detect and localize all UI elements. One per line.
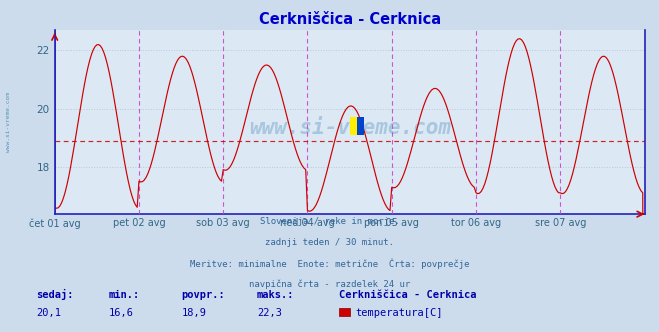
Text: zadnji teden / 30 minut.: zadnji teden / 30 minut.	[265, 238, 394, 247]
Title: Cerkniščica - Cerknica: Cerkniščica - Cerknica	[258, 12, 441, 27]
Text: Meritve: minimalne  Enote: metrične  Črta: povprečje: Meritve: minimalne Enote: metrične Črta:…	[190, 259, 469, 269]
Text: 18,9: 18,9	[181, 308, 206, 318]
Text: navpična črta - razdelek 24 ur: navpična črta - razdelek 24 ur	[249, 279, 410, 289]
Text: 20,1: 20,1	[36, 308, 61, 318]
Text: 16,6: 16,6	[109, 308, 134, 318]
Text: maks.:: maks.:	[257, 290, 295, 300]
Text: min.:: min.:	[109, 290, 140, 300]
Text: Slovenija / reke in morje.: Slovenija / reke in morje.	[260, 217, 399, 226]
Text: povpr.:: povpr.:	[181, 290, 225, 300]
Text: www.si-vreme.com: www.si-vreme.com	[248, 118, 451, 137]
Text: 22,3: 22,3	[257, 308, 282, 318]
Text: www.si-vreme.com: www.si-vreme.com	[6, 92, 11, 152]
Text: Cerkniščica - Cerknica: Cerkniščica - Cerknica	[339, 290, 477, 300]
Text: temperatura[C]: temperatura[C]	[355, 308, 443, 318]
Text: sedaj:: sedaj:	[36, 290, 74, 300]
